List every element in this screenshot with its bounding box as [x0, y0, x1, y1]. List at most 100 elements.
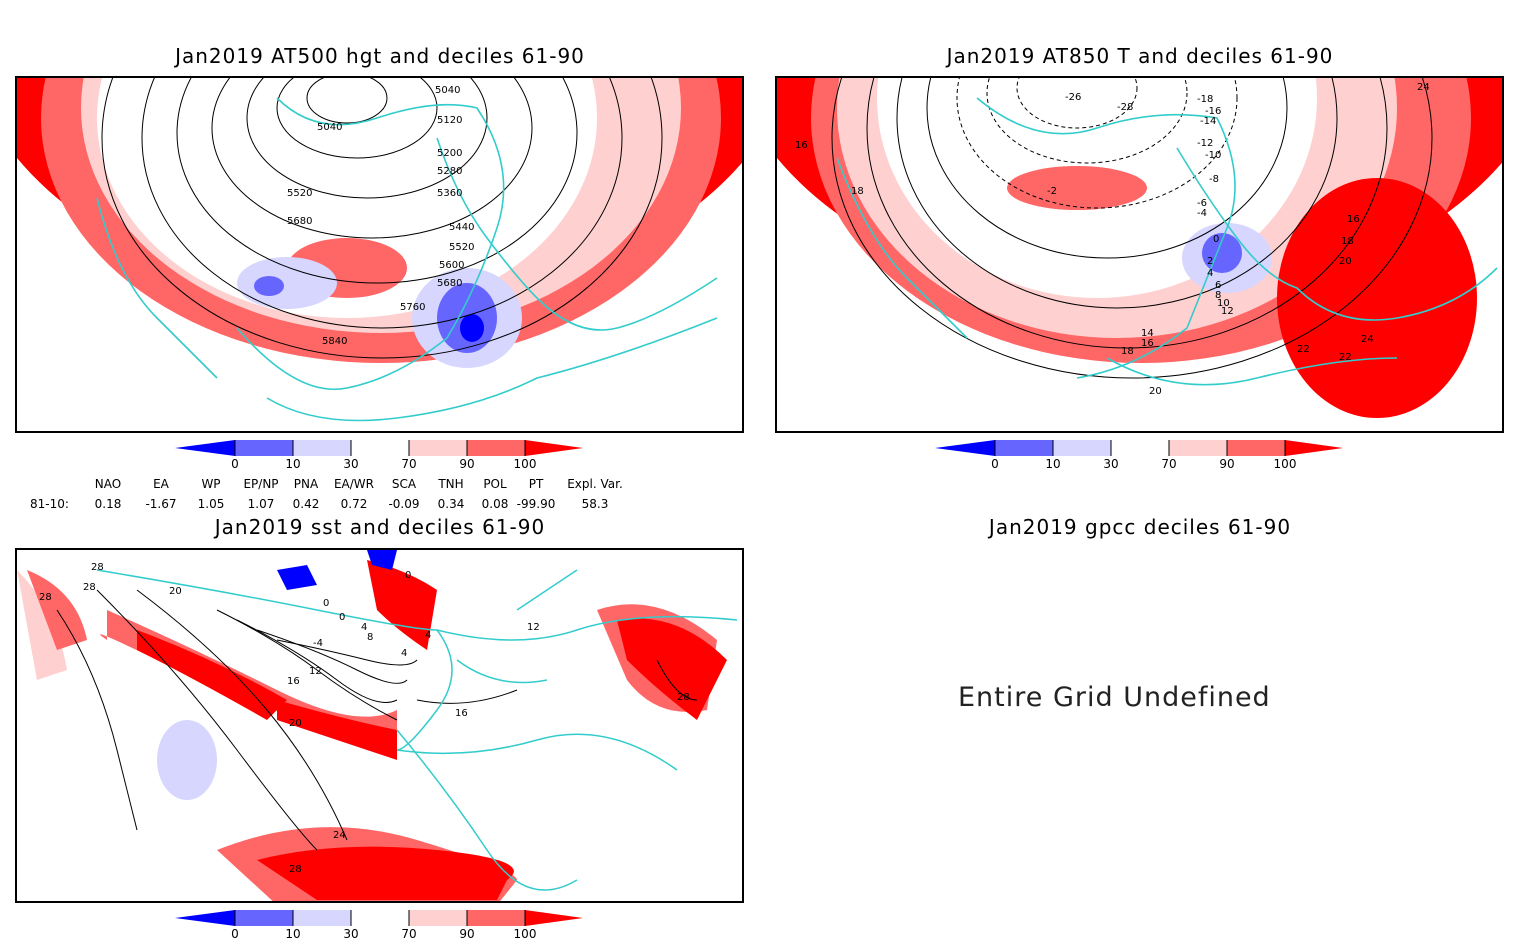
contour-label: 5840: [322, 336, 347, 347]
contour-label: 2: [1207, 256, 1213, 267]
contour-label: -6: [1197, 198, 1207, 209]
colorbar-label: 10: [1045, 457, 1061, 471]
contour-label: 4: [401, 648, 407, 659]
contour-label: 20: [169, 586, 182, 597]
gpcc-undefined-message: Entire Grid Undefined: [958, 682, 1271, 713]
contour-label: 4: [1207, 268, 1213, 279]
index-header: POL: [483, 477, 507, 491]
panel-title-sst: Jan2019 sst and deciles 61-90: [214, 515, 546, 539]
contour-label: 18: [1341, 236, 1354, 247]
index-header: PT: [528, 477, 544, 491]
contour-label: 5680: [437, 278, 462, 289]
colorbar-label: 90: [1219, 457, 1235, 471]
indices-header-row: NAO EA WP EP/NP PNA EA/WR SCA TNH POL PT…: [30, 474, 632, 494]
index-header: EA: [153, 477, 169, 491]
contour-label: 24: [333, 830, 346, 841]
contour-label: 5680: [287, 216, 312, 227]
contour-labels-hgt500: 5040 5040 5120 5200 5280 5360 5440 5520 …: [287, 85, 474, 347]
colorbar-label: 10: [285, 457, 301, 471]
index-value: -1.67: [145, 497, 177, 511]
index-header: EP/NP: [243, 477, 279, 491]
contour-label: -16: [1205, 106, 1221, 117]
index-header: EA/WR: [333, 477, 375, 491]
map-panel-t850: 16 18 -26 -28 -18 -16 -14 -12 -10 -8 -6 …: [775, 76, 1504, 433]
panel-title-gpcc: Jan2019 gpcc deciles 61-90: [988, 515, 1292, 539]
contour-label: 5520: [287, 188, 312, 199]
contour-label: 28: [91, 562, 104, 573]
colorbar-label: 0: [231, 927, 239, 941]
index-header: PNA: [293, 477, 319, 491]
contour-label: 18: [1121, 346, 1134, 357]
index-value: 1.07: [247, 497, 275, 511]
panel-title-t850: Jan2019 AT850 T and deciles 61-90: [946, 44, 1334, 68]
contour-label: -10: [1205, 150, 1221, 161]
indices-row-label: 81-10:: [30, 497, 69, 511]
contour-label: 5760: [400, 302, 425, 313]
index-header: SCA: [391, 477, 417, 491]
contour-label: 20: [289, 718, 302, 729]
contour-label: 5200: [437, 148, 462, 159]
teleconnection-indices: NAO EA WP EP/NP PNA EA/WR SCA TNH POL PT…: [30, 474, 632, 514]
contour-label: 0: [339, 612, 345, 623]
contour-label: 10: [1217, 298, 1230, 309]
contour-label: 4: [361, 622, 367, 633]
contour-label: -14: [1200, 116, 1216, 127]
contour-label: 20: [1149, 386, 1162, 397]
contour-label: 24: [1361, 334, 1374, 345]
contour-label: -4: [1197, 208, 1207, 219]
contour-label: 5040: [435, 85, 460, 96]
colorbar-label: 30: [1103, 457, 1119, 471]
contour-label: 28: [39, 592, 52, 603]
index-header: TNH: [438, 477, 464, 491]
indices-value-row: 81-10: 0.18 -1.67 1.05 1.07 0.42 0.72 -0…: [30, 494, 632, 514]
map-panel-hgt500: 5040 5040 5120 5200 5280 5360 5440 5520 …: [15, 76, 744, 433]
contour-label: 16: [1141, 338, 1154, 349]
contour-label: 5040: [317, 122, 342, 133]
contour-label: 16: [287, 676, 300, 687]
contour-label: 4: [425, 630, 431, 641]
contour-label: 12: [309, 666, 322, 677]
contour-label: 14: [1141, 328, 1154, 339]
index-value: 0.34: [437, 497, 465, 511]
contour-label: 5120: [437, 115, 462, 126]
contour-label: 16: [1347, 214, 1360, 225]
panel-title-hgt500: Jan2019 AT500 hgt and deciles 61-90: [175, 44, 585, 68]
colorbar-label: 30: [343, 927, 359, 941]
index-header: WP: [201, 477, 221, 491]
contour-label: 28: [677, 692, 690, 703]
contour-label: -26: [1065, 92, 1081, 103]
contour-label: 16: [795, 140, 808, 151]
colorbar-label: 10: [285, 927, 301, 941]
index-value: 0.18: [94, 497, 122, 511]
contour-label: 28: [83, 582, 96, 593]
contour-label: -2: [1047, 186, 1057, 197]
index-value: 0.72: [340, 497, 368, 511]
colorbar-label: 90: [459, 457, 475, 471]
index-value: 58.3: [581, 497, 609, 511]
colorbar-label: 90: [459, 927, 475, 941]
contour-label: 8: [367, 632, 373, 643]
colorbar-label: 100: [1273, 457, 1297, 471]
contour-label: -12: [1197, 138, 1213, 149]
colorbar-label: 30: [343, 457, 359, 471]
contour-label: 8: [1215, 290, 1221, 301]
index-value: 0.08: [481, 497, 509, 511]
index-value: -0.09: [388, 497, 420, 511]
index-header: NAO: [94, 477, 122, 491]
colorbar-label: 0: [991, 457, 999, 471]
colorbar-label: 70: [1161, 457, 1177, 471]
index-header: Expl. Var.: [567, 477, 623, 491]
colorbar-label: 100: [513, 457, 537, 471]
contour-label: 5280: [437, 166, 462, 177]
contour-label: 5440: [449, 222, 474, 233]
colorbar-sst: 0 10 30 70 90 100: [175, 910, 595, 946]
contour-label: 12: [527, 622, 540, 633]
contour-label: 0: [405, 570, 411, 581]
contour-label: 5360: [437, 188, 462, 199]
colorbar-label: 0: [231, 457, 239, 471]
contour-label: 22: [1339, 352, 1352, 363]
contour-label: 18: [851, 186, 864, 197]
contour-label: 5520: [449, 242, 474, 253]
contour-label: 16: [455, 708, 468, 719]
index-value: -99.90: [516, 497, 556, 511]
